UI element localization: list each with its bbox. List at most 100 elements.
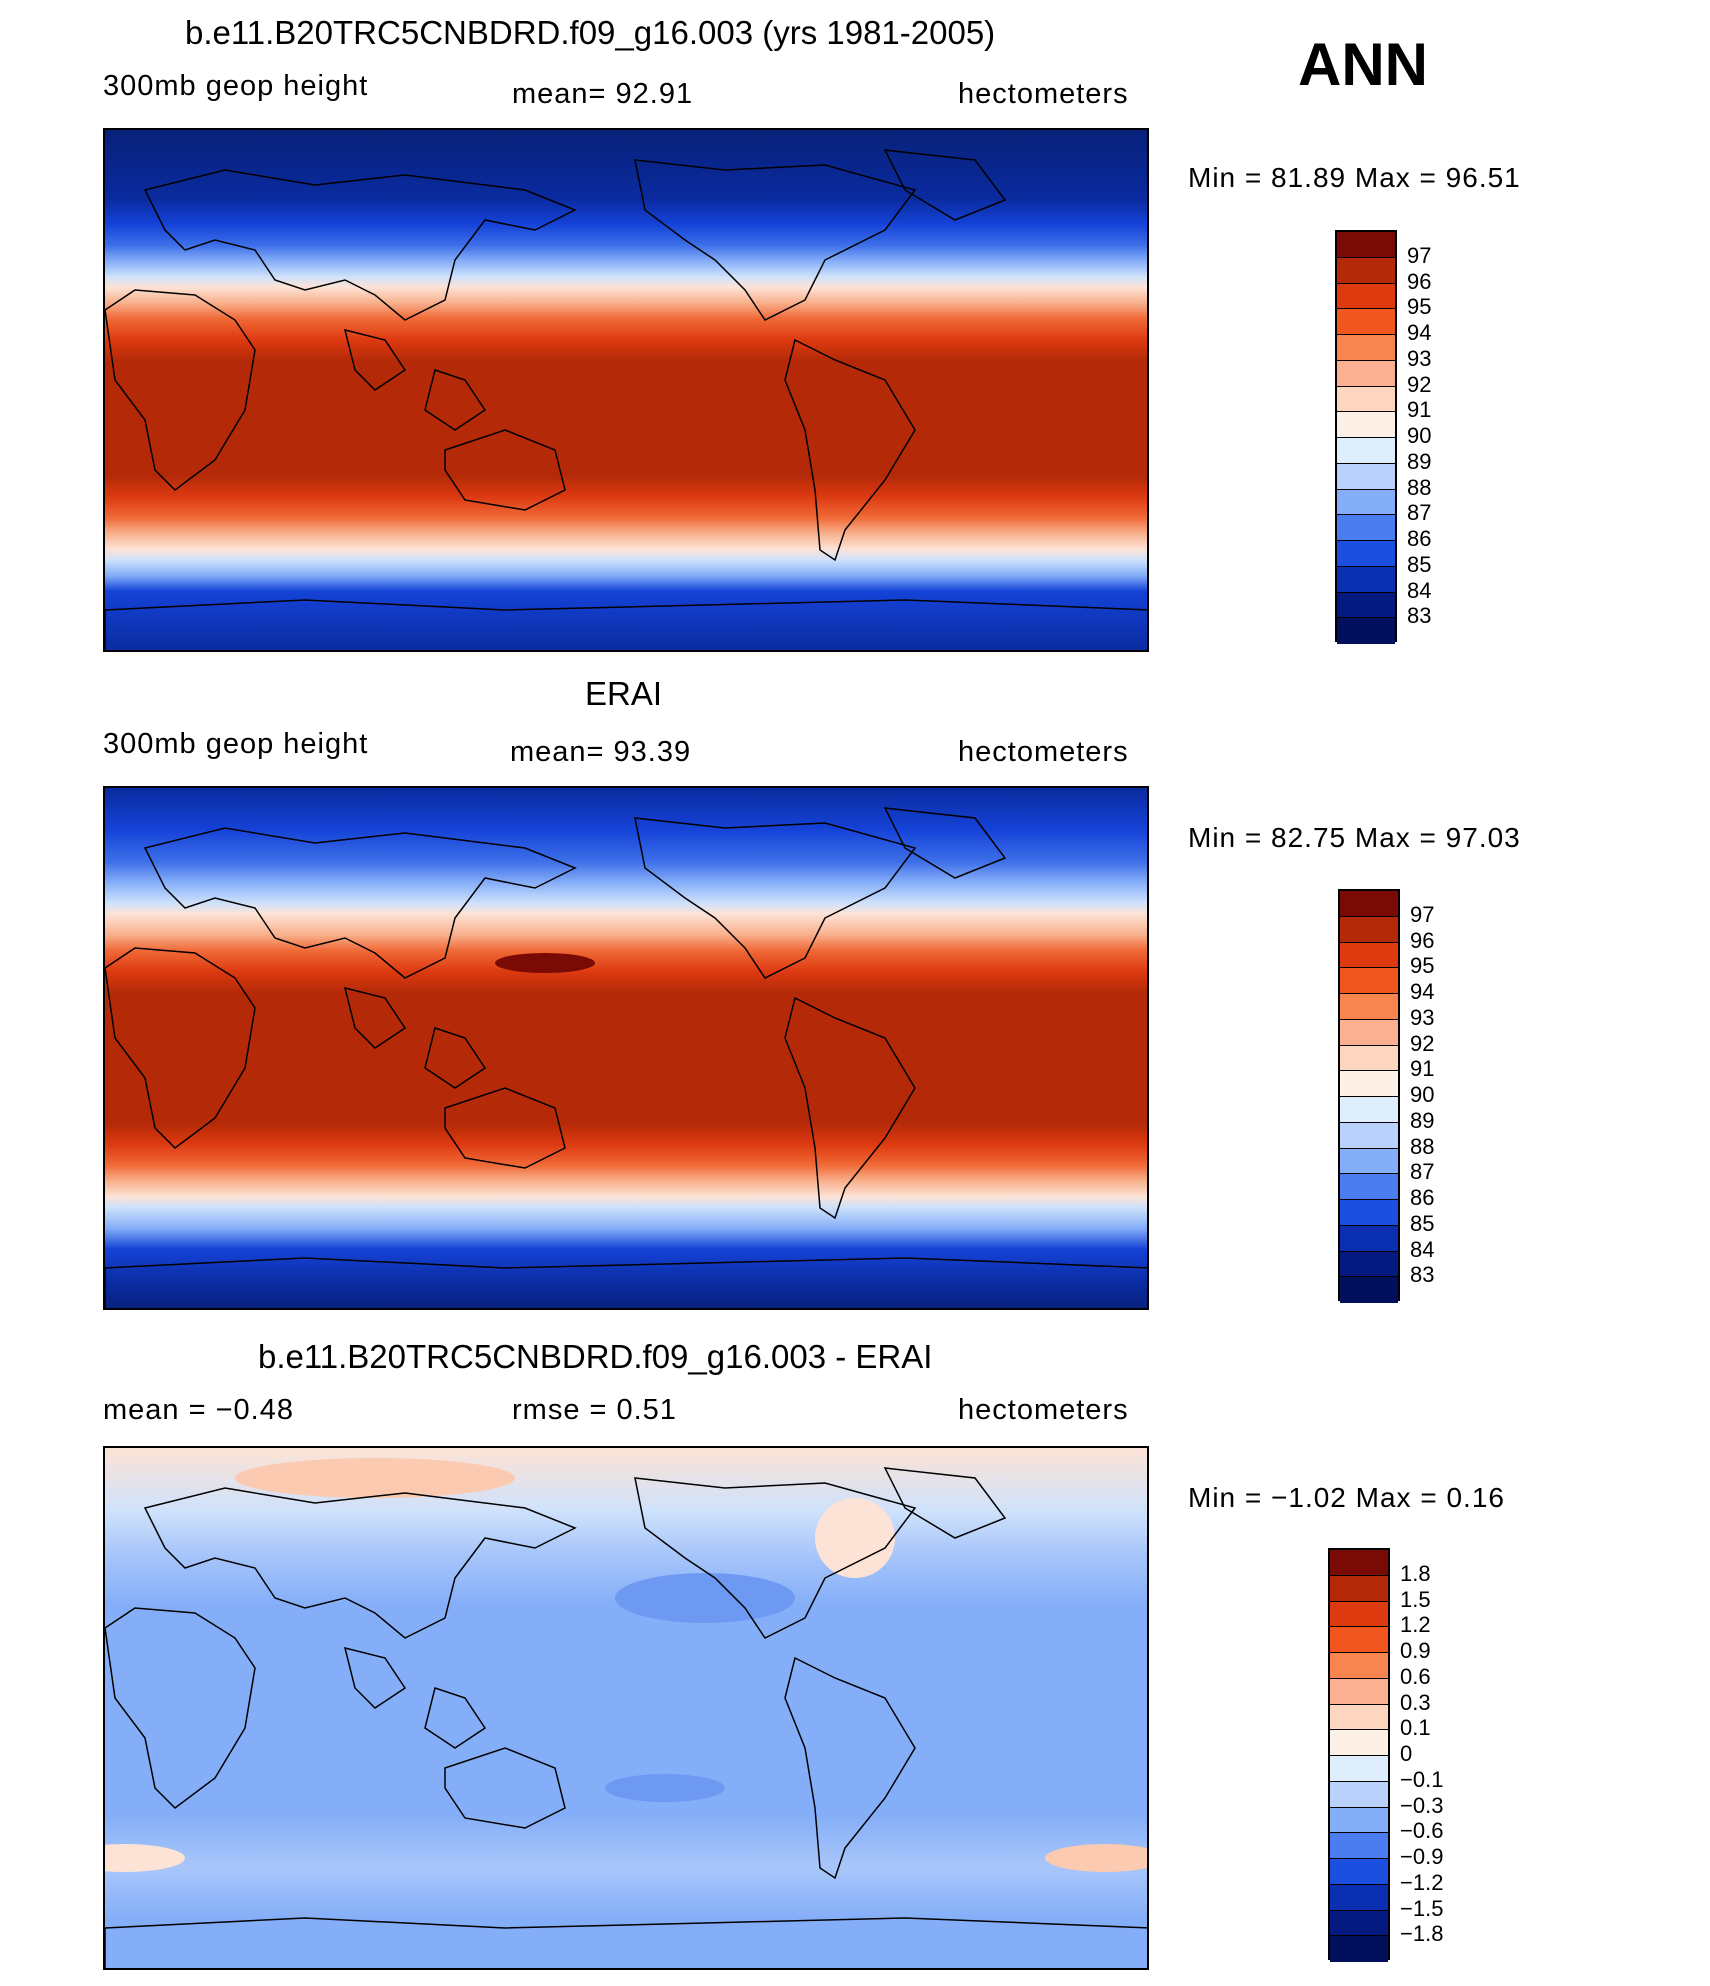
panel-1-colorbar (1335, 230, 1397, 644)
colorbar-swatch (1340, 1174, 1398, 1200)
colorbar-tick-label: 86 (1407, 526, 1432, 551)
panel-1-minmax: Min = 81.89 Max = 96.51 (1188, 162, 1521, 193)
continent-outline (883, 807, 1007, 879)
panel-2-minmax: Min = 82.75 Max = 97.03 (1188, 822, 1521, 853)
colorbar-tick-label: 83 (1410, 1262, 1435, 1288)
colorbar-swatch (1340, 994, 1398, 1020)
colorbar-swatch (1340, 1277, 1398, 1303)
colorbar-swatch (1337, 618, 1395, 644)
colorbar-swatch (1337, 257, 1395, 284)
field-anomaly-contour (105, 1844, 185, 1872)
colorbar-swatch (1340, 1122, 1398, 1149)
colorbar-tick-label: 90 (1410, 1082, 1435, 1107)
panel-3-title: b.e11.B20TRC5CNBDRD.f09_g16.003 - ERAI (258, 1338, 933, 1375)
colorbar-swatch (1330, 1730, 1388, 1756)
field-anomaly-contour (815, 1498, 895, 1578)
colorbar-swatch (1337, 463, 1395, 490)
colorbar-tick-label: 93 (1410, 1004, 1435, 1030)
colorbar-tick-label: −0.3 (1400, 1792, 1444, 1818)
panel-1-variable-label: 300mb geop height (103, 70, 369, 102)
colorbar-tick-label: 0 (1400, 1741, 1413, 1766)
panel-3-map-canvas (105, 1448, 1147, 1968)
colorbar-tick-label: 91 (1407, 397, 1432, 423)
panel-2-map-canvas (105, 788, 1147, 1308)
panel-3-map (103, 1446, 1149, 1970)
colorbar-swatch (1340, 1019, 1398, 1046)
colorbar-tick-label: 1.2 (1400, 1612, 1431, 1638)
continent-outline (444, 1747, 566, 1829)
panel-1-mean-label: mean= 92.91 (512, 78, 694, 110)
panel-2-variable-label: 300mb geop height (103, 728, 369, 760)
colorbar-tick-label: 0.6 (1400, 1663, 1431, 1689)
colorbar-tick-label: 84 (1410, 1236, 1435, 1262)
colorbar-tick-label: 95 (1407, 294, 1432, 320)
field-maximum-contour (495, 953, 595, 973)
panel-2-mean-label: mean= 93.39 (510, 736, 692, 768)
colorbar-swatch (1337, 232, 1395, 258)
colorbar-tick-label: 96 (1410, 927, 1435, 953)
colorbar-tick-label: 94 (1407, 320, 1432, 345)
colorbar-swatch (1337, 566, 1395, 593)
colorbar-tick-label: 88 (1407, 474, 1432, 500)
panel-1-map (103, 128, 1149, 652)
colorbar-swatch (1337, 335, 1395, 361)
colorbar-swatch (1337, 515, 1395, 541)
season-label: ANN (1298, 31, 1428, 98)
colorbar-tick-label: 1.8 (1400, 1560, 1431, 1586)
colorbar-swatch (1330, 1575, 1388, 1602)
colorbar-tick-label: 87 (1410, 1159, 1435, 1185)
colorbar-swatch (1330, 1807, 1388, 1834)
continent-outline (784, 996, 916, 1220)
colorbar-tick-label: 92 (1410, 1030, 1435, 1056)
colorbar-swatch (1337, 438, 1395, 464)
field-background (105, 130, 1147, 650)
colorbar-tick-label: 89 (1410, 1107, 1435, 1133)
colorbar-tick-label: −1.5 (1400, 1895, 1444, 1921)
colorbar-tick-label: 96 (1407, 268, 1432, 294)
continent-outline (105, 1257, 1147, 1308)
colorbar-swatch (1330, 1653, 1388, 1679)
continent-outline (424, 1687, 487, 1749)
colorbar-swatch (1340, 968, 1398, 994)
continent-outline (143, 1487, 577, 1639)
colorbar-tick-label: 94 (1410, 979, 1435, 1004)
continent-outline (883, 1467, 1007, 1539)
continent-outline (784, 1656, 916, 1880)
colorbar-swatch (1337, 592, 1395, 619)
colorbar-tick-label: 1.5 (1400, 1586, 1431, 1612)
colorbar-swatch (1330, 1859, 1388, 1885)
colorbar-tick-label: 92 (1407, 371, 1432, 397)
colorbar-swatch (1330, 1910, 1388, 1937)
continent-outline (784, 338, 916, 562)
colorbar-swatch (1340, 891, 1398, 917)
colorbar-swatch (1330, 1833, 1388, 1859)
field-anomaly-contour (235, 1458, 515, 1498)
continent-outline (343, 986, 407, 1049)
colorbar-swatch (1340, 1148, 1398, 1175)
colorbar-tick-label: 95 (1410, 953, 1435, 979)
colorbar-tick-label: −1.8 (1400, 1921, 1444, 1947)
field-background (105, 1448, 1147, 1968)
panel-1-units-label: hectometers (958, 78, 1129, 110)
panel-3-rmse-label: rmse = 0.51 (512, 1394, 677, 1426)
colorbar-tick-label: 87 (1407, 500, 1432, 526)
colorbar-tick-label: 85 (1410, 1210, 1435, 1236)
continent-outline (444, 429, 566, 511)
colorbar-swatch (1330, 1550, 1388, 1576)
continent-outline (634, 817, 917, 979)
continent-outline (105, 1607, 256, 1809)
colorbar-swatch (1337, 360, 1395, 387)
colorbar-swatch (1330, 1601, 1388, 1628)
field-anomaly-contour (1045, 1844, 1147, 1872)
colorbar-swatch (1340, 1071, 1398, 1097)
colorbar-swatch (1340, 1225, 1398, 1252)
colorbar-tick-label: −0.9 (1400, 1844, 1444, 1869)
colorbar-tick-label: −1.2 (1400, 1869, 1444, 1895)
colorbar-swatch (1340, 1251, 1398, 1278)
colorbar-swatch (1330, 1627, 1388, 1653)
colorbar-tick-label: 90 (1407, 423, 1432, 448)
colorbar-swatch (1340, 942, 1398, 969)
colorbar-swatch (1330, 1781, 1388, 1808)
colorbar-swatch (1337, 489, 1395, 516)
colorbar-tick-label: 93 (1407, 345, 1432, 371)
